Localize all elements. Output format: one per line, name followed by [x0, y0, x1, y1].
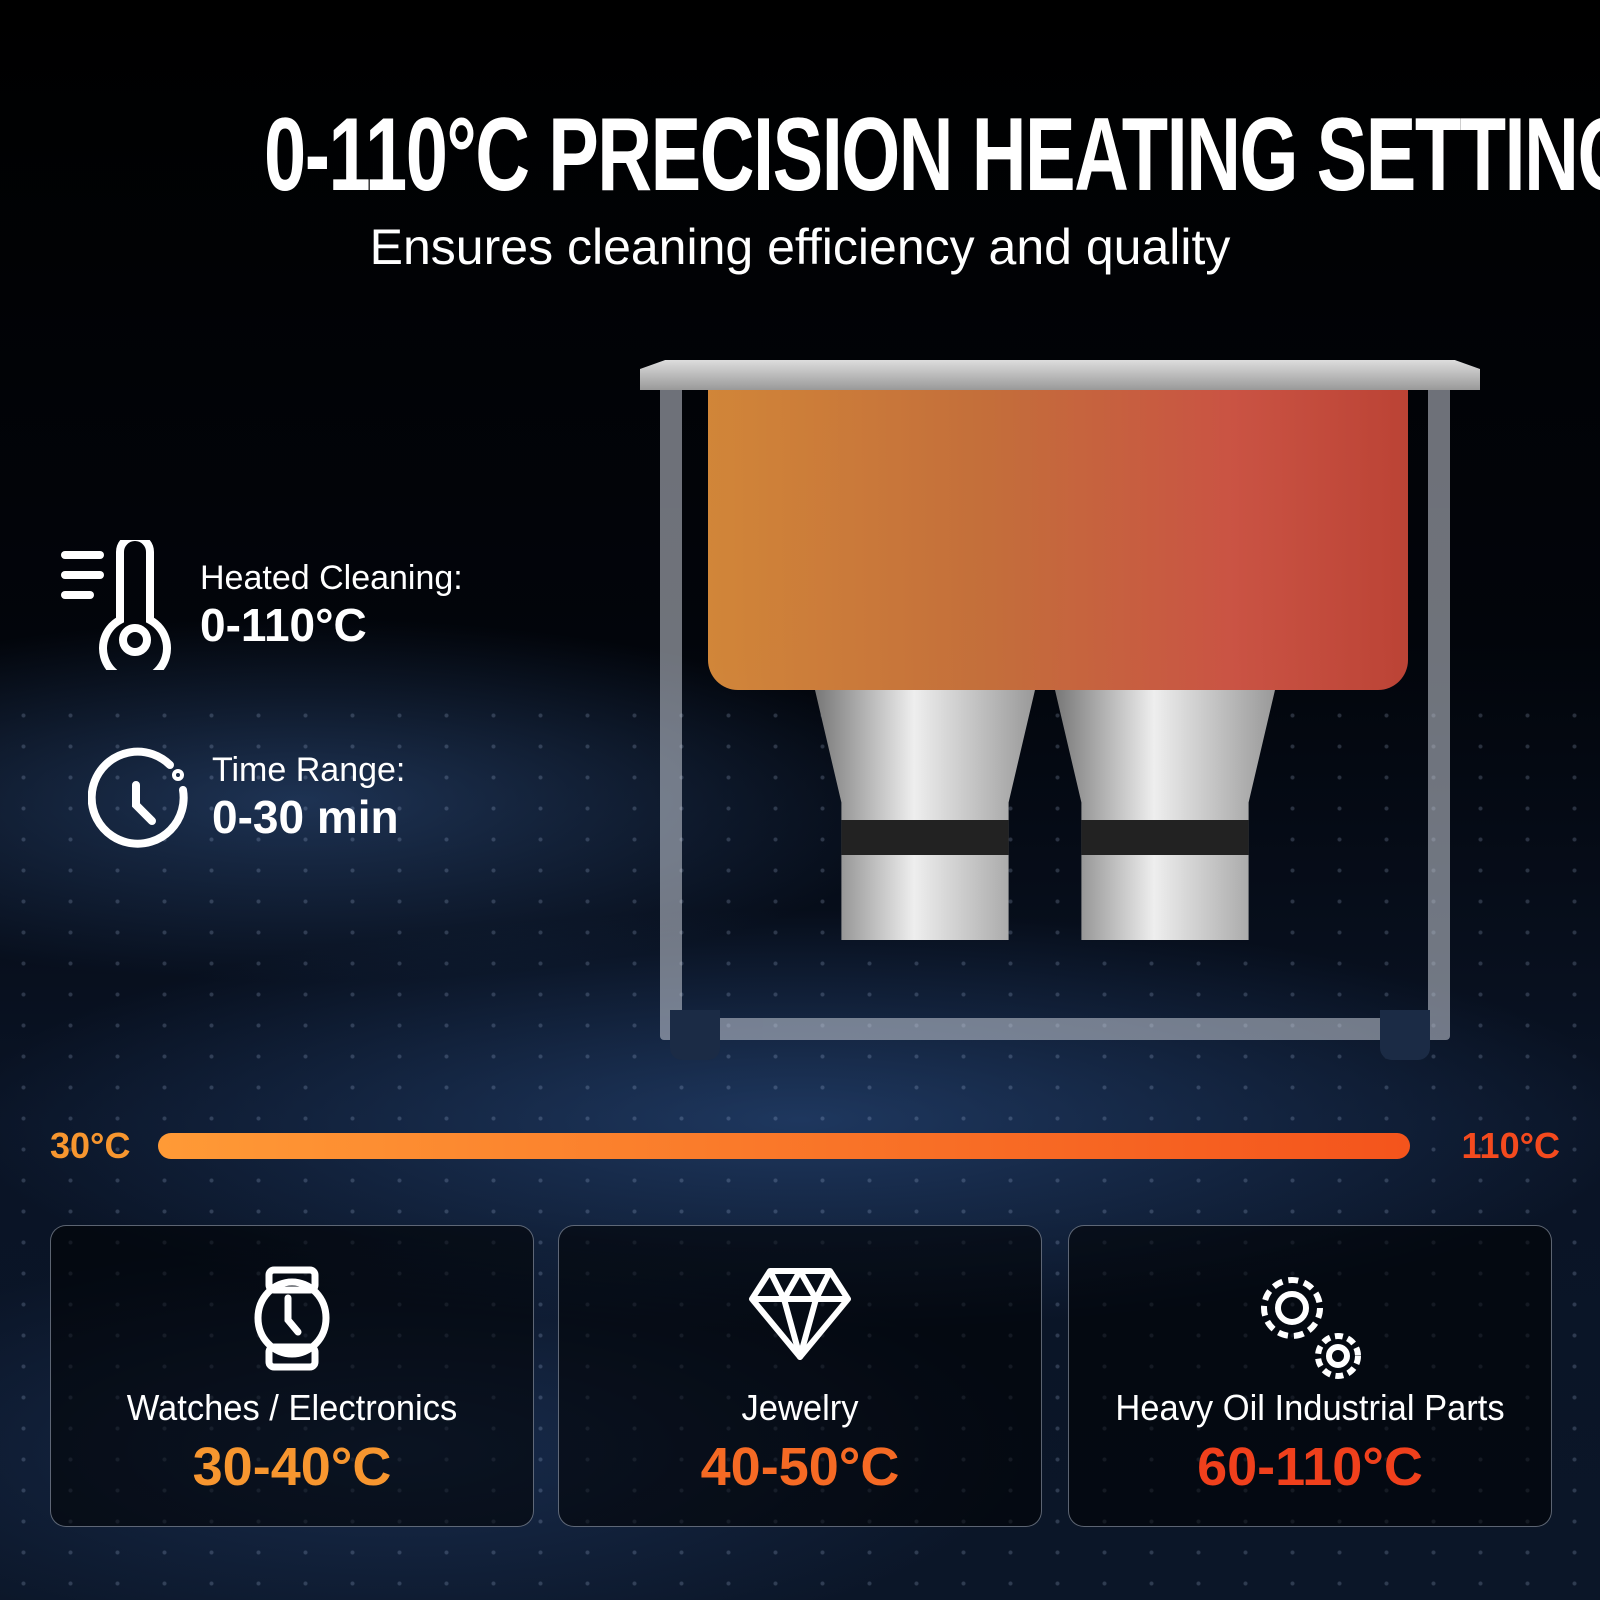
feature-value: 0-110°C: [200, 598, 367, 651]
card-range: 40-50°C: [700, 1437, 900, 1497]
card-jewelry: Jewelry 40-50°C: [558, 1225, 1042, 1527]
card-industrial-parts: Heavy Oil Industrial Parts 60-110°C: [1068, 1225, 1552, 1527]
card-watches: Watches / Electronics 30-40°C: [50, 1225, 534, 1527]
card-name: Watches / Electronics: [126, 1387, 458, 1428]
gears-icon: [1261, 1277, 1361, 1379]
transducer: [1055, 690, 1275, 940]
feature-value: 0-30 min: [212, 790, 399, 843]
feature-time-range: Time Range: 0-30 min: [88, 745, 405, 849]
temperature-scale: 30°C 110°C: [50, 1125, 1560, 1166]
heated-basin: [708, 390, 1408, 690]
ultrasonic-cleaner-image: [640, 360, 1480, 1060]
temperature-gradient-bar: [158, 1133, 1410, 1159]
transducer: [815, 690, 1035, 940]
feature-heated-cleaning: Heated Cleaning: 0-110°C: [60, 540, 463, 670]
card-range: 30-40°C: [192, 1437, 392, 1497]
scale-min-label: 30°C: [50, 1125, 131, 1166]
card-range: 60-110°C: [1197, 1437, 1423, 1497]
subtitle: Ensures cleaning efficiency and quality: [369, 219, 1231, 275]
scale-max-label: 110°C: [1461, 1125, 1560, 1166]
feature-label: Time Range:: [212, 750, 406, 789]
watch-icon: [254, 1266, 330, 1371]
clock-icon: [88, 747, 188, 848]
card-name: Heavy Oil Industrial Parts: [1115, 1387, 1505, 1428]
feature-label: Heated Cleaning:: [200, 558, 463, 597]
card-name: Jewelry: [741, 1387, 859, 1428]
diamond-icon: [749, 1268, 851, 1360]
headline-container: 0-110°C PRECISION HEATING SETTINGS: [0, 95, 1600, 215]
thermometer-icon: [61, 540, 171, 670]
headline: 0-110°C PRECISION HEATING SETTINGS: [264, 97, 1600, 213]
